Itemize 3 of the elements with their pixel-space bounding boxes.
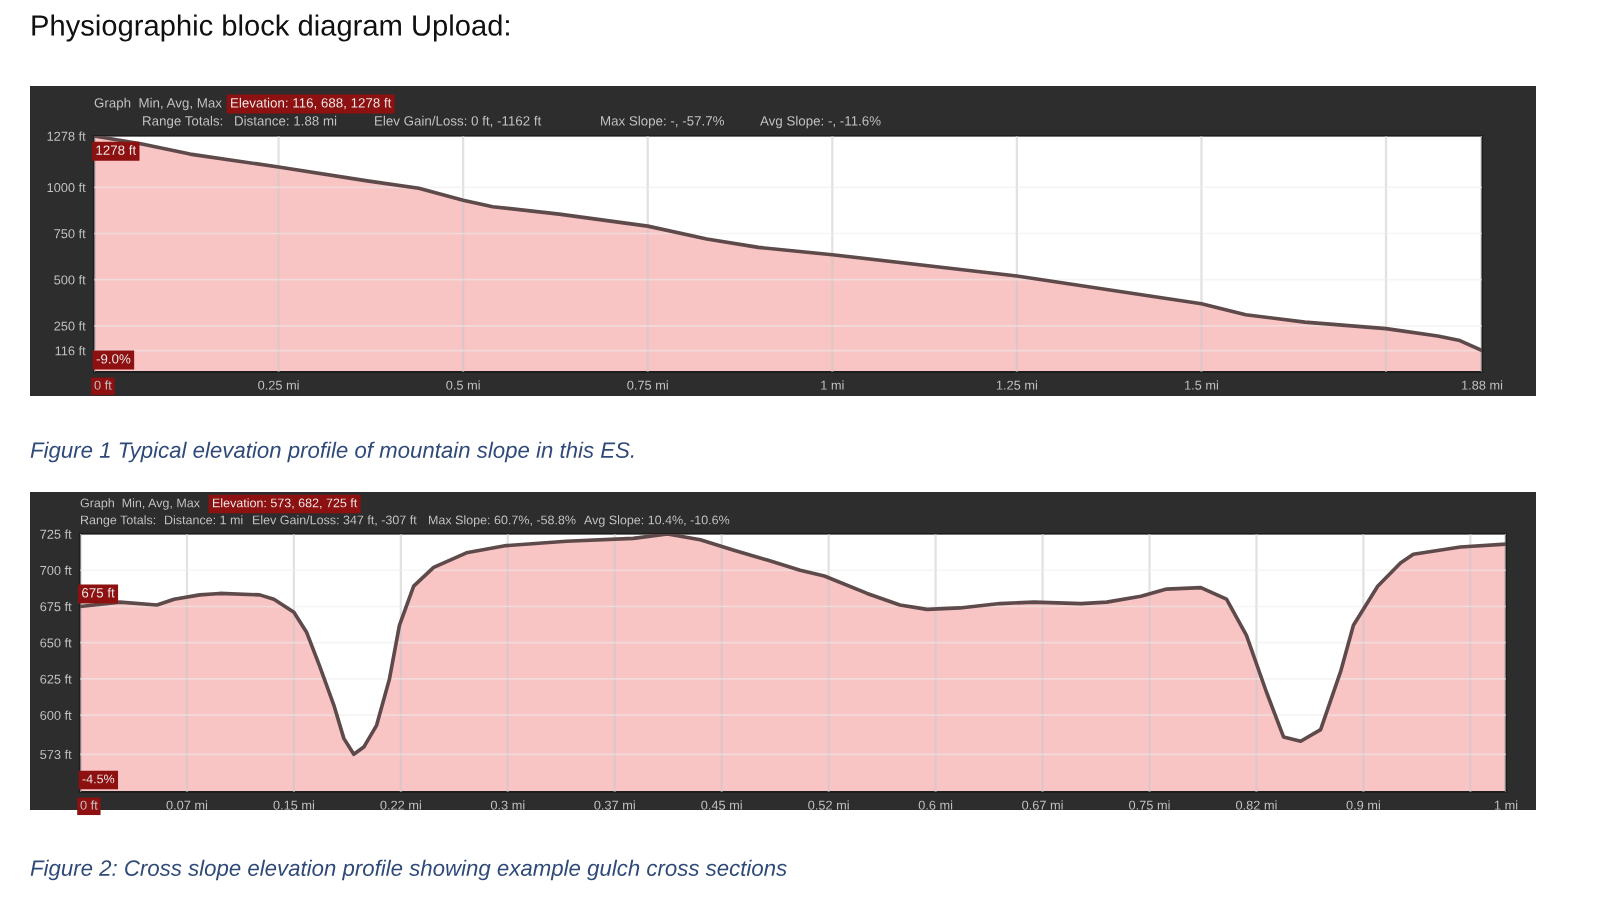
caption: Figure 1 Typical elevation profile of mountain slope in this ES. [30, 441, 634, 463]
caption: Figure 2: Cross slope elevation profile showing example gulch cross sections [30, 859, 787, 881]
chart-title: Physiographic block diagram Upload: [32, 14, 509, 42]
